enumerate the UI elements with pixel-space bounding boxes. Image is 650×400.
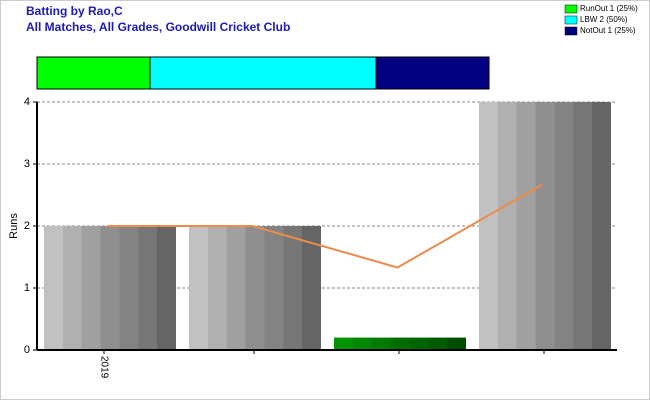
- bar: [189, 226, 321, 350]
- chart-subtitle: All Matches, All Grades, Goodwill Cricke…: [26, 20, 290, 34]
- legend-label: RunOut 1 (25%): [580, 4, 638, 13]
- y-tick-label: 2: [24, 220, 30, 232]
- proportion-segment: [375, 56, 490, 90]
- bar: [334, 337, 466, 350]
- proportion-segment: [36, 56, 151, 90]
- y-tick-label: 0: [24, 344, 30, 356]
- y-tick-label: 1: [24, 282, 30, 294]
- y-tick-label: 4: [24, 96, 30, 108]
- legend-label: LBW 2 (50%): [580, 15, 628, 24]
- legend-label: NotOut 1 (25%): [580, 26, 636, 35]
- y-tick-label: 3: [24, 158, 30, 170]
- legend-swatch: [564, 26, 578, 36]
- trend-line: [107, 183, 543, 269]
- x-tick-label: 2019: [98, 356, 109, 379]
- bar: [479, 102, 611, 350]
- chart-title: Batting by Rao,C: [26, 4, 123, 18]
- bar: [44, 226, 176, 350]
- y-axis-label: Runs: [8, 213, 20, 239]
- legend-swatch: [564, 15, 578, 25]
- legend-swatch: [564, 4, 578, 14]
- proportion-segment: [149, 56, 377, 90]
